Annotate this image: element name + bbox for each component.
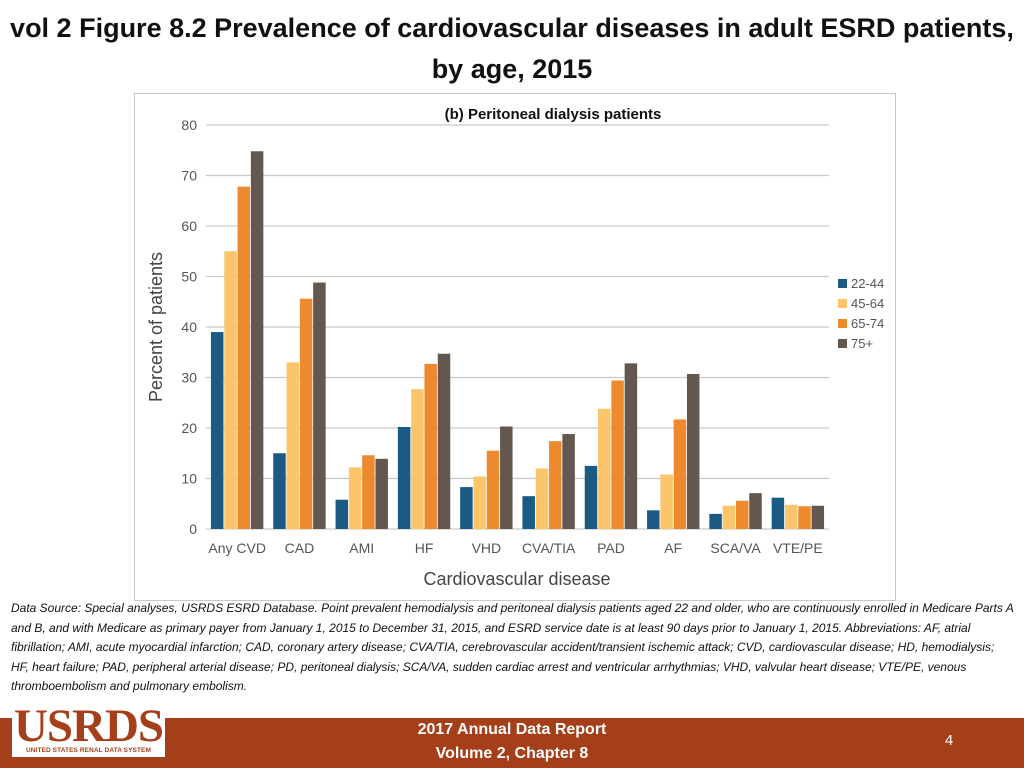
bar-cad-22-44 — [273, 453, 286, 529]
bar-sca-va-65-74 — [735, 500, 749, 529]
bar-vhd-75+ — [500, 426, 513, 529]
chart-frame: (b) Peritoneal dialysis patients 0 10 20 30 4… — [134, 93, 896, 601]
bar-pad-22-44 — [584, 465, 598, 529]
bar-cva-tia-65-74 — [549, 441, 562, 529]
footer-text: 2017 Annual Data Report Volume 2, Chapte… — [362, 718, 662, 766]
bar-vte-pe-75+ — [811, 505, 825, 529]
legend-label: 65-74 — [851, 316, 884, 331]
bar-cad-65-74 — [299, 298, 313, 529]
bar-hf-22-44 — [397, 426, 411, 529]
footer-report-title: 2017 Annual Data Report — [417, 721, 607, 738]
bar-vte-pe-45-64 — [784, 504, 798, 529]
logo-subtext: UNITED STATES RENAL DATA SYSTEM — [25, 747, 152, 754]
logo-text: USRDS — [13, 700, 164, 752]
bar-sca-va-75+ — [749, 493, 762, 529]
bar-sca-va-45-64 — [722, 505, 736, 529]
bar-cad-45-64 — [286, 362, 300, 529]
bar-sca-va-22-44 — [709, 513, 722, 529]
x-tick-label: Any CVD — [208, 540, 266, 556]
page-number: 4 — [944, 732, 954, 749]
bar-chart: (b) Peritoneal dialysis patients 0 10 20 30 4… — [146, 106, 884, 589]
bar-ami-22-44 — [335, 499, 349, 529]
bar-any-cvd-45-64 — [224, 251, 237, 529]
chart-title: (b) Peritoneal dialysis patients — [445, 106, 662, 123]
bar-ami-75+ — [375, 458, 388, 529]
legend-swatch-65-74 — [838, 319, 847, 328]
y-tick-label-40: 40 — [181, 319, 197, 335]
bar-af-22-44 — [647, 510, 660, 529]
x-tick-label: VHD — [472, 540, 502, 556]
legend-swatch-22-44 — [838, 279, 847, 288]
x-axis-label: Cardiovascular disease — [423, 569, 610, 589]
bar-any-cvd-65-74 — [237, 186, 251, 530]
legend-label: 22-44 — [851, 276, 884, 291]
x-tick-label: PAD — [597, 540, 625, 556]
x-tick-label: CAD — [285, 540, 315, 556]
y-tick-label-0: 0 — [189, 521, 197, 537]
x-tick-label: VTE/PE — [773, 540, 823, 556]
y-tick-label-20: 20 — [181, 420, 197, 436]
bar-af-65-74 — [673, 419, 687, 529]
bar-hf-45-64 — [411, 389, 424, 529]
y-tick-label-60: 60 — [181, 218, 197, 234]
footer-bar — [0, 718, 1024, 768]
y-tick-label-10: 10 — [181, 471, 197, 487]
usrds-logo: USRDS UNITED STATES RENAL DATA SYSTEM — [12, 700, 165, 757]
legend-label: 75+ — [851, 336, 873, 351]
bar-cad-75+ — [313, 282, 326, 529]
bar-vhd-45-64 — [473, 476, 486, 529]
x-tick-label: SCA/VA — [710, 540, 761, 556]
y-tick-label-80: 80 — [181, 117, 197, 133]
bar-hf-75+ — [437, 353, 451, 529]
y-tick-label-70: 70 — [181, 168, 197, 184]
slide-title: vol 2 Figure 8.2 Prevalence of cardiovas… — [10, 13, 1014, 84]
y-axis-label: Percent of patients — [146, 252, 166, 402]
bar-ami-65-74 — [362, 455, 375, 529]
bar-cva-tia-75+ — [562, 434, 575, 529]
x-tick-label: CVA/TIA — [522, 540, 576, 556]
x-tick-label: AF — [664, 540, 682, 556]
bar-any-cvd-22-44 — [210, 332, 224, 529]
bar-hf-65-74 — [424, 363, 437, 529]
legend-label: 45-64 — [851, 296, 884, 311]
bar-ami-45-64 — [348, 467, 362, 529]
bar-vhd-22-44 — [460, 487, 473, 529]
data-source-note: Data Source: Special analyses, USRDS ESR… — [11, 601, 1014, 693]
y-tick-label-50: 50 — [181, 269, 197, 285]
bar-pad-45-64 — [598, 408, 611, 529]
bar-pad-65-74 — [611, 380, 624, 529]
footer-volume-chapter: Volume 2, Chapter 8 — [435, 745, 589, 762]
bar-af-75+ — [686, 373, 700, 529]
bar-cva-tia-45-64 — [535, 468, 549, 529]
legend-swatch-45-64 — [838, 299, 847, 308]
bar-any-cvd-75+ — [250, 151, 264, 529]
bar-vte-pe-22-44 — [771, 497, 785, 529]
x-tick-label: AMI — [349, 540, 374, 556]
legend-swatch-75+ — [838, 339, 847, 348]
bar-vte-pe-65-74 — [798, 506, 811, 529]
bar-cva-tia-22-44 — [522, 496, 535, 529]
bar-vhd-65-74 — [486, 450, 500, 529]
bar-pad-75+ — [624, 363, 638, 529]
x-tick-label: HF — [415, 540, 434, 556]
bar-af-45-64 — [660, 474, 673, 529]
y-tick-label-30: 30 — [181, 370, 197, 386]
